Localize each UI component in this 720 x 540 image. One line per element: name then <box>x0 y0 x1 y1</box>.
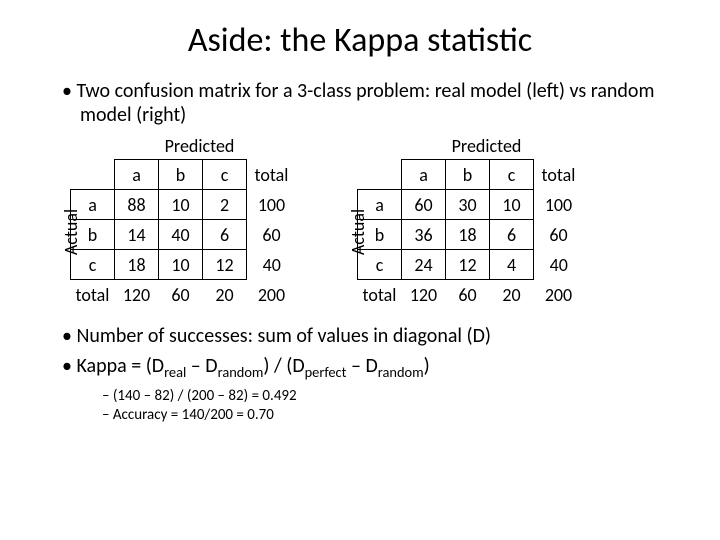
matrix-cell: 6 <box>203 220 247 250</box>
right-matrix-table: a b c total a 60 30 10 100 b 36 18 6 60 … <box>357 159 584 310</box>
matrix-cell: 40 <box>159 220 203 250</box>
right-matrix-block: Predicted Actual a b c total a 60 30 10 … <box>357 133 584 310</box>
left-matrix-table: a b c total a 88 10 2 100 b 14 40 6 60 c <box>70 159 297 310</box>
matrix-cell: 60 <box>402 190 446 220</box>
predicted-label-right: Predicted <box>389 135 584 157</box>
col-total: 60 <box>159 280 203 310</box>
col-header: b <box>446 160 490 190</box>
matrix-cell: 88 <box>115 190 159 220</box>
matrix-cell: 10 <box>490 190 534 220</box>
page-title: Aside: the Kappa statistic <box>40 20 680 61</box>
actual-label-left: Actual <box>60 209 82 255</box>
row-total: 40 <box>534 250 584 280</box>
matrix-cell: 30 <box>446 190 490 220</box>
matrix-cell: 4 <box>490 250 534 280</box>
row-total: 100 <box>534 190 584 220</box>
matrix-cell: 12 <box>446 250 490 280</box>
matrix-cell: 24 <box>402 250 446 280</box>
total-label: total <box>358 280 402 310</box>
accuracy-bullet: Accuracy = 140/200 = 0.70 <box>102 406 680 426</box>
row-total: 40 <box>247 250 297 280</box>
matrix-cell: 12 <box>203 250 247 280</box>
col-header-total: total <box>247 160 297 190</box>
col-header: c <box>203 160 247 190</box>
kappa-formula-bullet: Kappa = (Dreal – Drandom) / (Dperfect – … <box>62 354 680 381</box>
row-total: 60 <box>247 220 297 250</box>
row-total: 60 <box>534 220 584 250</box>
matrix-cell: 18 <box>115 250 159 280</box>
col-total: 20 <box>203 280 247 310</box>
matrix-cell: 6 <box>490 220 534 250</box>
matrix-cell: 2 <box>203 190 247 220</box>
col-header-total: total <box>534 160 584 190</box>
matrix-cell: 18 <box>446 220 490 250</box>
kappa-calc-bullet: (140 – 82) / (200 – 82) = 0.492 <box>102 387 680 407</box>
col-header: b <box>159 160 203 190</box>
actual-label-right: Actual <box>347 209 369 255</box>
matrix-cell: 36 <box>402 220 446 250</box>
row-total: 100 <box>247 190 297 220</box>
successes-bullet: Number of successes: sum of values in di… <box>62 324 680 348</box>
matrix-cell: 10 <box>159 250 203 280</box>
col-header: c <box>490 160 534 190</box>
col-header: a <box>402 160 446 190</box>
bottom-section: Number of successes: sum of values in di… <box>40 324 680 426</box>
matrix-cell: 10 <box>159 190 203 220</box>
grand-total: 200 <box>247 280 297 310</box>
matrices-container: Predicted Actual a b c total a 88 10 2 1… <box>70 133 680 310</box>
left-matrix-block: Predicted Actual a b c total a 88 10 2 1… <box>70 133 297 310</box>
intro-bullet: Two confusion matrix for a 3-class probl… <box>62 79 680 127</box>
col-total: 120 <box>115 280 159 310</box>
col-total: 120 <box>402 280 446 310</box>
col-total: 60 <box>446 280 490 310</box>
col-total: 20 <box>490 280 534 310</box>
grand-total: 200 <box>534 280 584 310</box>
total-label: total <box>71 280 115 310</box>
col-header: a <box>115 160 159 190</box>
matrix-cell: 14 <box>115 220 159 250</box>
predicted-label-left: Predicted <box>102 135 297 157</box>
